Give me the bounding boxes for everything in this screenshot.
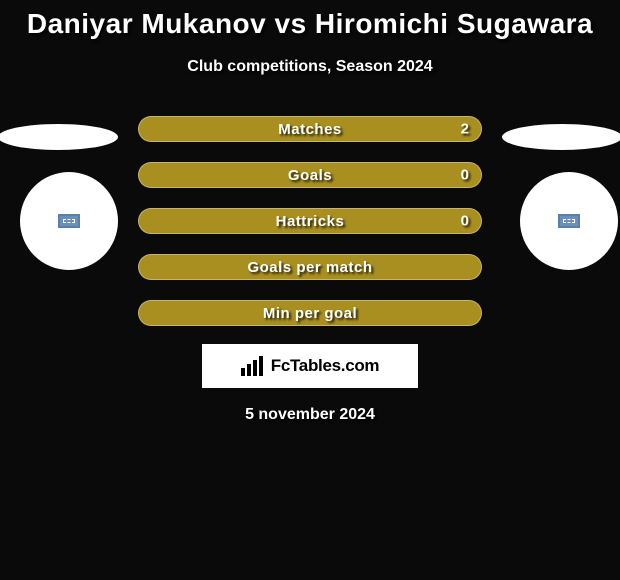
stat-label: Matches bbox=[278, 121, 342, 138]
subtitle: Club competitions, Season 2024 bbox=[0, 58, 620, 76]
brand-box: FcTables.com bbox=[202, 344, 418, 388]
stat-label: Min per goal bbox=[263, 305, 357, 322]
stat-label: Hattricks bbox=[276, 213, 345, 230]
image-placeholder-icon bbox=[58, 214, 80, 228]
stat-label: Goals per match bbox=[247, 259, 372, 276]
stat-bar: Matches 2 bbox=[138, 116, 482, 142]
stat-bar: Goals per match bbox=[138, 254, 482, 280]
decor-ellipse-right bbox=[502, 124, 620, 150]
page-title: Daniyar Mukanov vs Hiromichi Sugawara bbox=[0, 0, 620, 40]
stat-bar: Hattricks 0 bbox=[138, 208, 482, 234]
date-text: 5 november 2024 bbox=[0, 406, 620, 424]
stat-bar: Min per goal bbox=[138, 300, 482, 326]
image-placeholder-icon bbox=[558, 214, 580, 228]
stat-bars: Matches 2 Goals 0 Hattricks 0 Goals per … bbox=[138, 116, 482, 326]
stat-value-right: 0 bbox=[461, 213, 469, 230]
infographic-root: Daniyar Mukanov vs Hiromichi Sugawara Cl… bbox=[0, 0, 620, 424]
brand-bars-icon bbox=[241, 356, 265, 376]
stat-bar: Goals 0 bbox=[138, 162, 482, 188]
player-placeholder-left bbox=[20, 172, 118, 270]
decor-ellipse-left bbox=[0, 124, 118, 150]
stat-label: Goals bbox=[288, 167, 332, 184]
stat-value-right: 0 bbox=[461, 167, 469, 184]
brand-text: FcTables.com bbox=[271, 356, 380, 376]
player-placeholder-right bbox=[520, 172, 618, 270]
stat-value-right: 2 bbox=[461, 121, 469, 138]
